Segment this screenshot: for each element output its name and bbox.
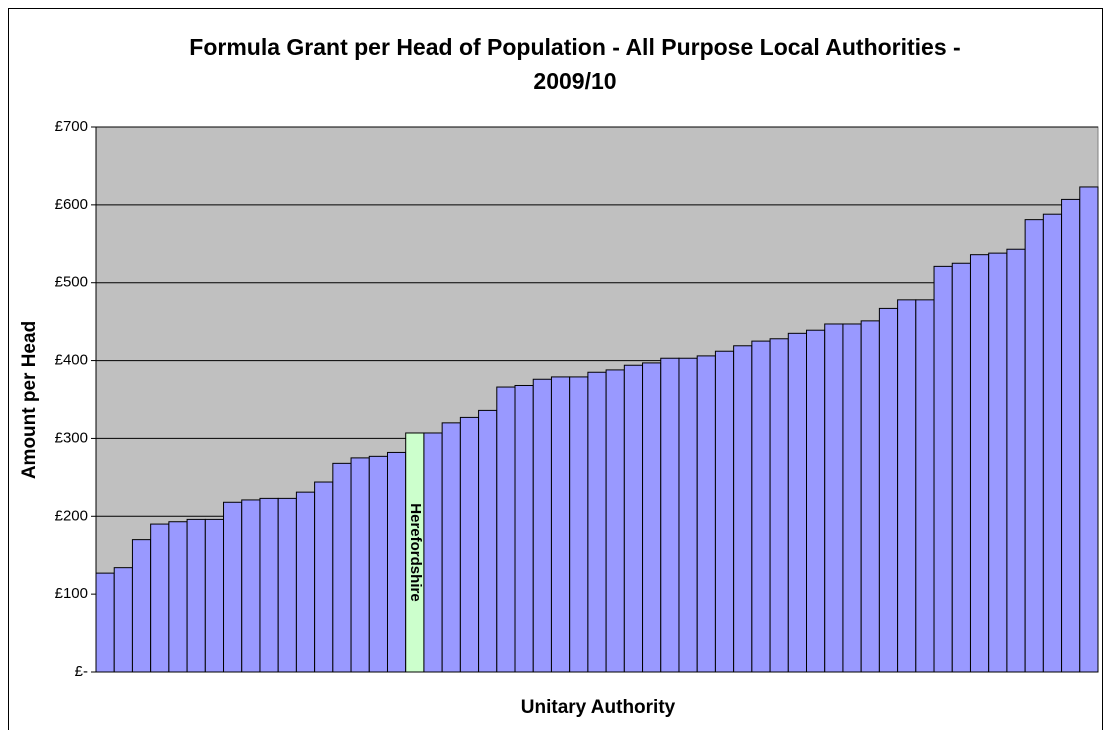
bar [678, 357, 698, 673]
bar [95, 572, 115, 673]
bar [787, 332, 808, 673]
bar [496, 386, 516, 673]
bar [751, 340, 771, 673]
bar [459, 416, 480, 673]
bar [314, 481, 334, 673]
bar [897, 299, 917, 673]
bar [386, 451, 407, 673]
bar [223, 501, 243, 673]
bar [1024, 219, 1044, 673]
chart-border [8, 8, 1103, 730]
bar [204, 518, 225, 673]
y-tick-label: £300 [55, 429, 88, 446]
y-tick-label: £- [75, 663, 88, 680]
y-tick-label: £700 [55, 118, 88, 135]
bar [1042, 213, 1063, 673]
bar [332, 462, 352, 673]
y-tick-label: £100 [55, 585, 88, 602]
bar [368, 455, 388, 673]
bar [1006, 248, 1026, 673]
bar [1079, 186, 1099, 673]
bar [1061, 198, 1081, 673]
bar [514, 384, 534, 673]
bar [696, 355, 716, 673]
bar [824, 323, 844, 673]
bar [860, 320, 880, 673]
bar [642, 362, 662, 673]
bar [915, 299, 935, 673]
chart-title: Formula Grant per Head of Population - A… [189, 34, 961, 94]
bar [569, 376, 589, 673]
bar [186, 518, 206, 673]
y-tick-label: £200 [55, 507, 88, 524]
bar [969, 254, 990, 673]
bar [350, 457, 370, 673]
bar [951, 262, 971, 673]
bar [295, 491, 316, 673]
bar [478, 409, 498, 673]
bar [878, 307, 899, 673]
y-tick-label: £500 [55, 274, 88, 291]
bar [277, 497, 297, 673]
bar [733, 345, 753, 673]
bar [988, 252, 1008, 673]
bar [769, 338, 789, 673]
x-tick-label: Herefordshire [407, 503, 424, 601]
bar [423, 432, 443, 673]
bar [259, 497, 279, 673]
bar [660, 357, 680, 673]
bar [933, 265, 953, 673]
bar [113, 567, 133, 673]
bar [806, 329, 826, 673]
bar [441, 422, 461, 673]
bar [587, 371, 607, 673]
bar [605, 369, 625, 673]
bar [550, 376, 571, 673]
bar [241, 499, 261, 673]
y-tick-label: £600 [55, 196, 88, 213]
bar [532, 378, 552, 673]
bar [168, 521, 188, 673]
y-tick-label: £400 [55, 352, 88, 369]
bar [150, 523, 170, 673]
x-axis-label: Unitary Authority [521, 697, 676, 718]
bar [623, 364, 644, 673]
bar [714, 350, 735, 673]
bar [131, 539, 152, 673]
bar [842, 323, 862, 673]
y-axis-label: Amount per Head [19, 321, 40, 479]
